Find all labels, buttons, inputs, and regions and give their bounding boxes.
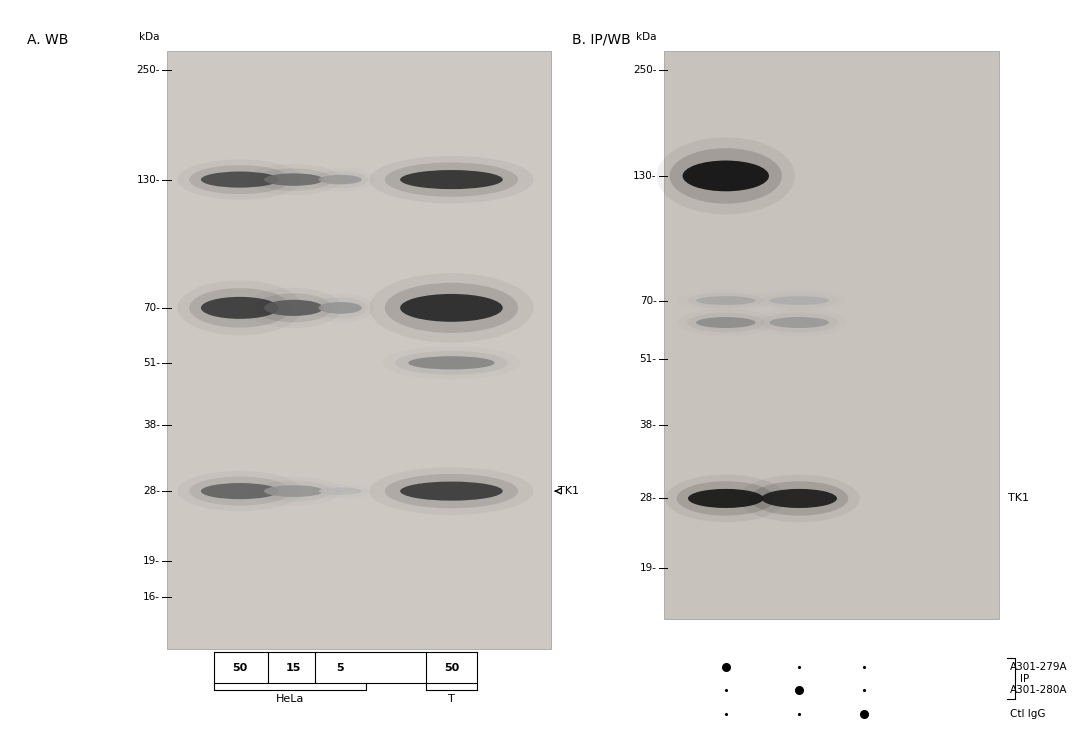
Ellipse shape: [400, 482, 503, 501]
Ellipse shape: [687, 312, 765, 333]
Ellipse shape: [752, 309, 847, 336]
Ellipse shape: [752, 290, 847, 312]
Text: A. WB: A. WB: [27, 33, 68, 47]
Text: 28-: 28-: [639, 493, 657, 504]
Ellipse shape: [306, 293, 375, 323]
Ellipse shape: [255, 481, 333, 501]
Ellipse shape: [255, 293, 333, 323]
Ellipse shape: [657, 138, 795, 214]
Text: 38-: 38-: [639, 420, 657, 430]
Ellipse shape: [369, 273, 534, 343]
Ellipse shape: [201, 297, 279, 319]
Ellipse shape: [384, 474, 518, 508]
Text: 250-: 250-: [633, 65, 657, 75]
Ellipse shape: [306, 482, 375, 500]
Ellipse shape: [201, 483, 279, 499]
FancyBboxPatch shape: [167, 51, 551, 649]
Ellipse shape: [265, 174, 324, 186]
Text: HeLa: HeLa: [275, 694, 305, 704]
Ellipse shape: [400, 294, 503, 322]
Ellipse shape: [395, 351, 508, 375]
Ellipse shape: [189, 165, 291, 194]
Text: 15: 15: [286, 663, 301, 673]
Ellipse shape: [201, 172, 279, 188]
Ellipse shape: [739, 475, 860, 522]
Ellipse shape: [769, 317, 829, 328]
Ellipse shape: [246, 287, 341, 328]
Text: IP: IP: [1020, 674, 1029, 684]
Text: 70-: 70-: [639, 295, 657, 306]
Ellipse shape: [246, 476, 341, 506]
Text: 19-: 19-: [143, 556, 160, 566]
Ellipse shape: [246, 164, 341, 195]
Ellipse shape: [761, 489, 837, 508]
Ellipse shape: [189, 288, 291, 328]
Ellipse shape: [255, 169, 333, 191]
Ellipse shape: [384, 283, 518, 333]
Text: 50: 50: [232, 663, 247, 673]
FancyBboxPatch shape: [664, 51, 999, 619]
Ellipse shape: [760, 292, 838, 309]
Text: 51-: 51-: [143, 358, 160, 368]
Ellipse shape: [312, 298, 368, 318]
Ellipse shape: [400, 170, 503, 189]
Text: kDa: kDa: [636, 32, 657, 42]
Ellipse shape: [769, 296, 829, 305]
Ellipse shape: [312, 171, 368, 188]
Text: 5: 5: [336, 663, 345, 673]
Ellipse shape: [683, 161, 769, 191]
Text: Ctl IgG: Ctl IgG: [1010, 709, 1045, 719]
Text: 70-: 70-: [143, 303, 160, 313]
Text: 50: 50: [444, 663, 459, 673]
Ellipse shape: [369, 156, 534, 204]
Ellipse shape: [306, 168, 375, 191]
Ellipse shape: [665, 475, 786, 522]
Text: 16-: 16-: [143, 592, 160, 603]
Text: 28-: 28-: [143, 486, 160, 496]
Ellipse shape: [312, 485, 368, 498]
Text: 130-: 130-: [633, 171, 657, 181]
Ellipse shape: [670, 148, 782, 204]
Ellipse shape: [382, 346, 521, 380]
Ellipse shape: [265, 300, 324, 316]
Ellipse shape: [319, 302, 362, 314]
Ellipse shape: [750, 482, 849, 515]
Text: TK1: TK1: [558, 486, 579, 496]
Text: TK1: TK1: [1008, 493, 1028, 504]
Ellipse shape: [189, 476, 291, 506]
Text: kDa: kDa: [139, 32, 160, 42]
Ellipse shape: [687, 292, 765, 309]
Text: T: T: [448, 694, 455, 704]
Text: B. IP/WB: B. IP/WB: [572, 33, 631, 47]
Text: A301-279A: A301-279A: [1010, 662, 1067, 672]
Text: 250-: 250-: [136, 65, 160, 75]
Ellipse shape: [177, 471, 302, 512]
Ellipse shape: [676, 482, 775, 515]
Ellipse shape: [760, 312, 838, 333]
Text: 19-: 19-: [639, 563, 657, 573]
Ellipse shape: [408, 356, 495, 369]
Ellipse shape: [369, 468, 534, 515]
Ellipse shape: [265, 485, 324, 497]
Ellipse shape: [177, 160, 302, 200]
Text: 38-: 38-: [143, 420, 160, 430]
Ellipse shape: [688, 489, 764, 508]
Ellipse shape: [384, 163, 518, 196]
Ellipse shape: [319, 487, 362, 495]
Ellipse shape: [696, 317, 756, 328]
Ellipse shape: [177, 280, 302, 336]
Text: 130-: 130-: [136, 174, 160, 185]
Text: 51-: 51-: [639, 354, 657, 364]
Text: A301-280A: A301-280A: [1010, 685, 1067, 696]
Ellipse shape: [696, 296, 756, 305]
Ellipse shape: [678, 309, 773, 336]
Ellipse shape: [319, 175, 362, 185]
Ellipse shape: [678, 290, 773, 312]
